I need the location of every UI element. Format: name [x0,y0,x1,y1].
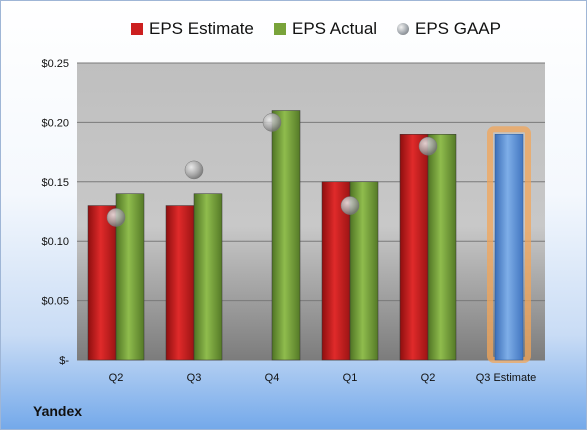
legend-item-eps-estimate: EPS Estimate [131,17,254,41]
gaap-marker [184,160,204,180]
legend-label-eps-gaap: EPS GAAP [415,19,501,38]
legend-label-eps-estimate: EPS Estimate [149,19,254,38]
x-tick-label: Q3 Estimate [476,372,537,384]
y-tick-label: $0.25 [41,58,69,70]
legend-item-eps-gaap: EPS GAAP [397,17,501,41]
bars [87,110,531,363]
gaap-markers [106,113,438,227]
gridlines [77,62,545,361]
x-tick-label: Q3 [187,372,202,384]
bar-eps-estimate [399,134,429,361]
legend-marker-eps-gaap [397,23,409,35]
gaap-marker [418,136,438,156]
plot-area [77,63,545,360]
legend-label-eps-actual: EPS Actual [292,19,378,38]
chart-legend: EPS Estimate EPS Actual EPS GAAP [1,11,587,47]
legend-swatch-eps-estimate [131,23,143,35]
y-tick-label: $0.15 [41,177,69,189]
y-axis-ticks: $- $0.05 $0.10 $0.15 $0.20 $0.25 [41,58,69,367]
bar-eps-estimate-projection [494,134,524,361]
gaap-marker [262,113,282,132]
y-tick-label: $0.10 [41,236,69,248]
x-tick-label: Q1 [343,372,358,384]
gaap-marker [340,196,360,215]
bar-eps-estimate [165,205,195,361]
bar-eps-actual [271,110,301,361]
bar-eps-estimate [87,205,117,361]
bar-eps-actual [427,134,457,361]
x-tick-label: Q2 [109,372,124,384]
company-name: Yandex [33,403,83,419]
gaap-marker [106,208,126,227]
legend-swatch-eps-actual [274,23,286,35]
legend-item-eps-actual: EPS Actual [274,17,377,41]
x-tick-label: Q4 [265,372,280,384]
y-tick-label: $0.05 [41,296,69,308]
y-tick-label: $0.20 [41,117,69,129]
bar-eps-actual [193,193,223,361]
x-tick-label: Q2 [421,372,436,384]
y-tick-label: $- [59,355,69,367]
x-axis-ticks: Q2 Q3 Q4 Q1 Q2 Q3 Estimate [109,372,537,384]
